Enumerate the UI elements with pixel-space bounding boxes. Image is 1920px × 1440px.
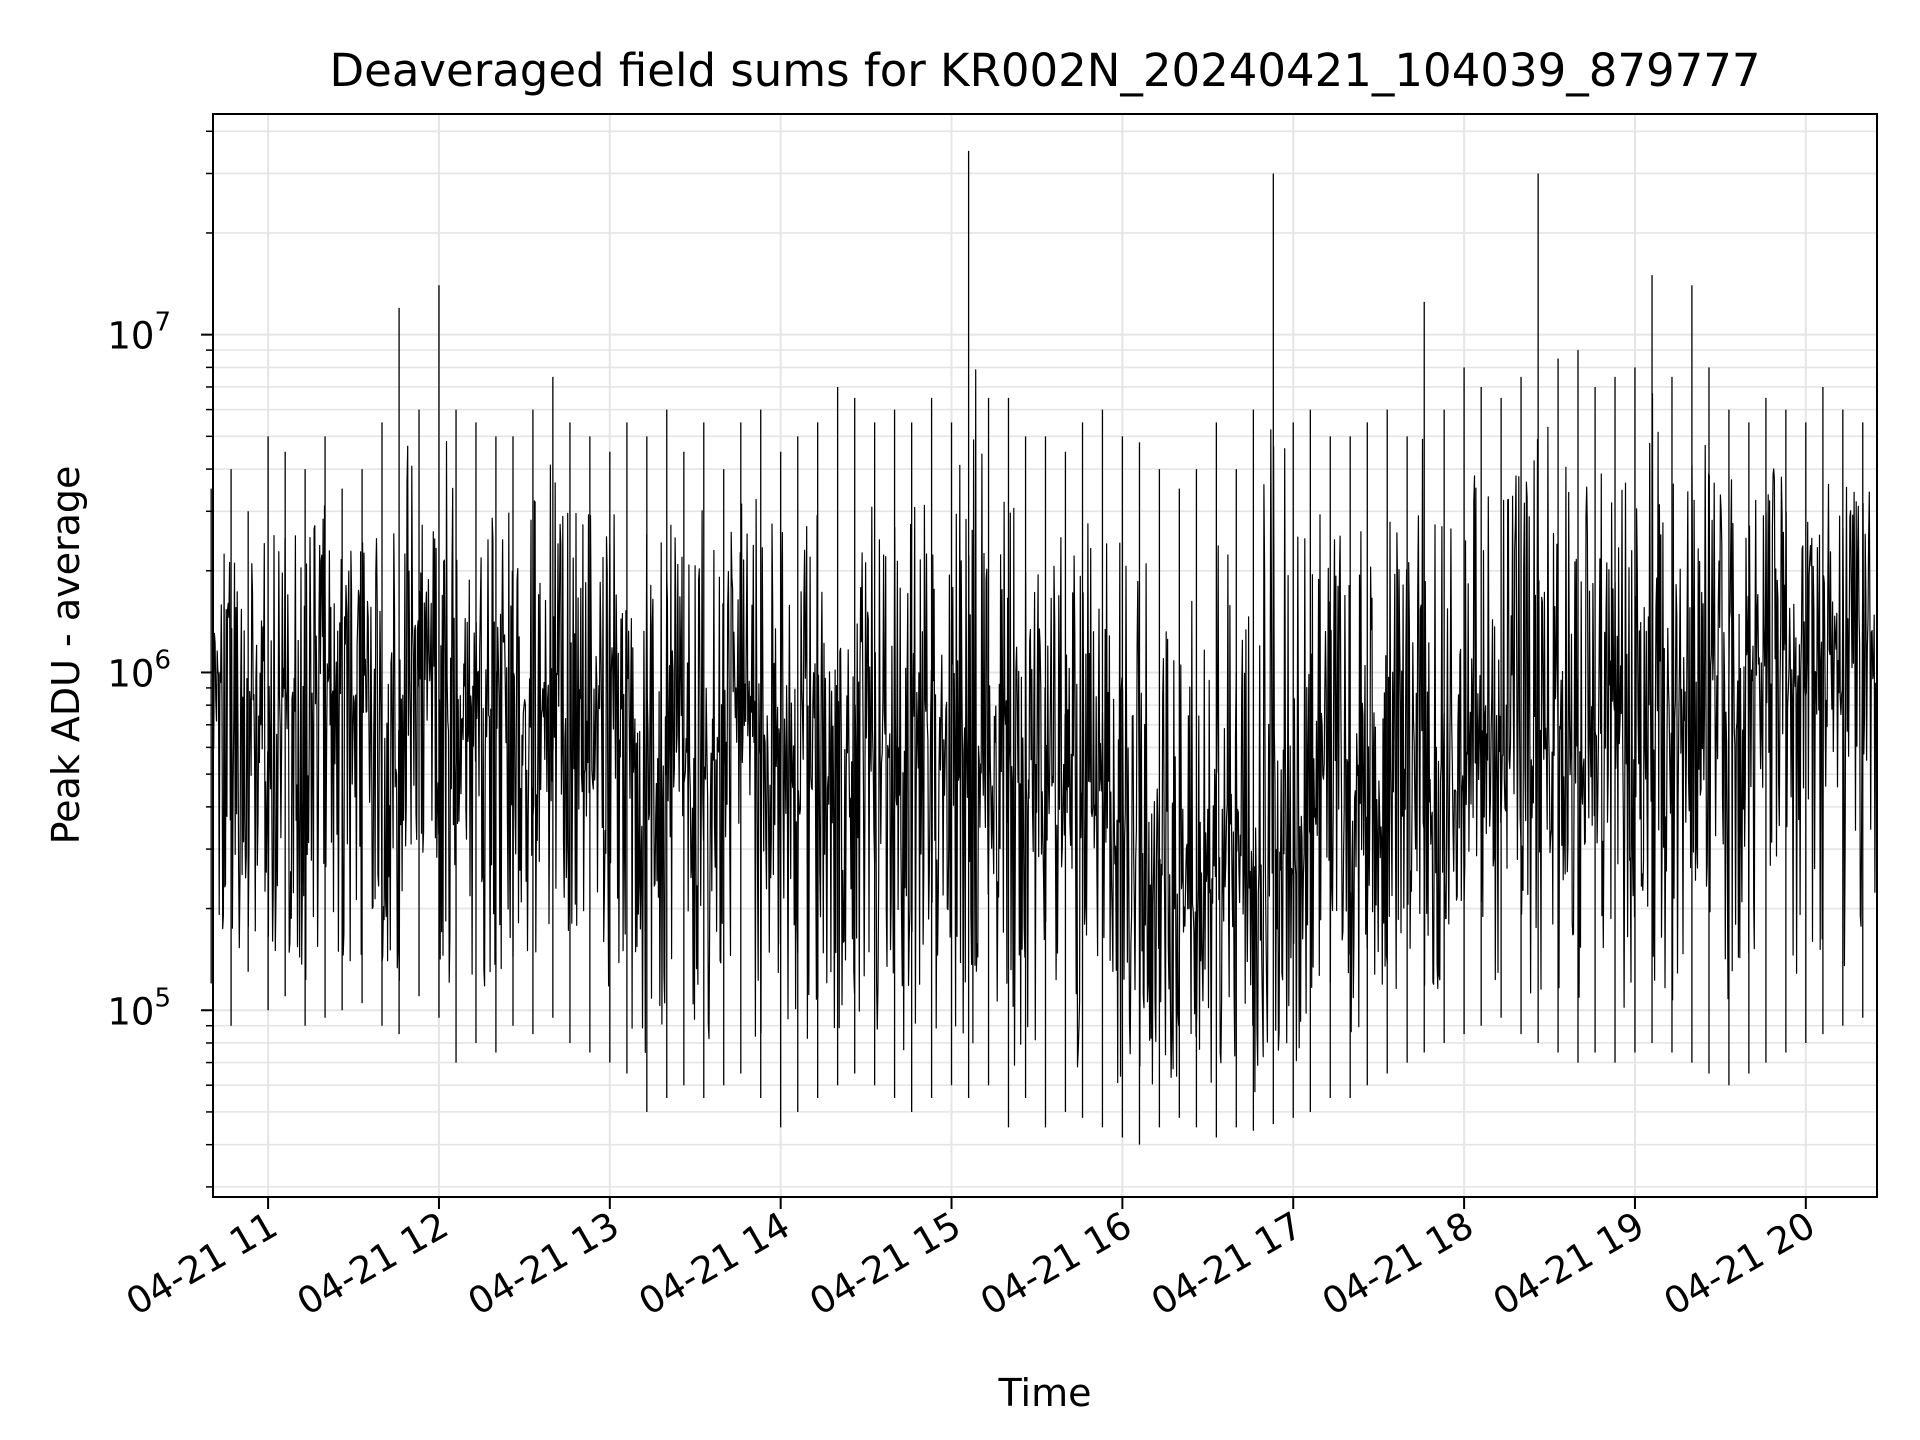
x-tick-label: 04-21 18 <box>1315 1204 1481 1324</box>
x-axis-label: Time <box>998 1371 1092 1415</box>
y-tick-label: 107 <box>107 308 171 358</box>
x-tick-label: 04-21 19 <box>1486 1204 1652 1324</box>
x-tick-label: 04-21 13 <box>461 1204 627 1324</box>
x-tick-label: 04-21 15 <box>802 1204 968 1324</box>
x-tick-label: 04-21 11 <box>119 1204 285 1324</box>
x-tick-label: 04-21 14 <box>632 1204 798 1324</box>
chart-title: Deaveraged field sums for KR002N_2024042… <box>330 44 1761 97</box>
x-tick-label: 04-21 16 <box>973 1204 1139 1324</box>
y-axis-label: Peak ADU - average <box>44 466 88 845</box>
series-line <box>212 369 1877 1093</box>
x-tick-label: 04-21 20 <box>1657 1204 1823 1324</box>
plot-frame <box>212 113 1878 1198</box>
x-tick-label: 04-21 17 <box>1144 1204 1310 1324</box>
y-tick-label: 106 <box>107 645 171 695</box>
series-layer <box>210 150 1877 1145</box>
y-tick-label: 105 <box>107 983 171 1033</box>
x-tick-label: 04-21 12 <box>290 1204 456 1324</box>
